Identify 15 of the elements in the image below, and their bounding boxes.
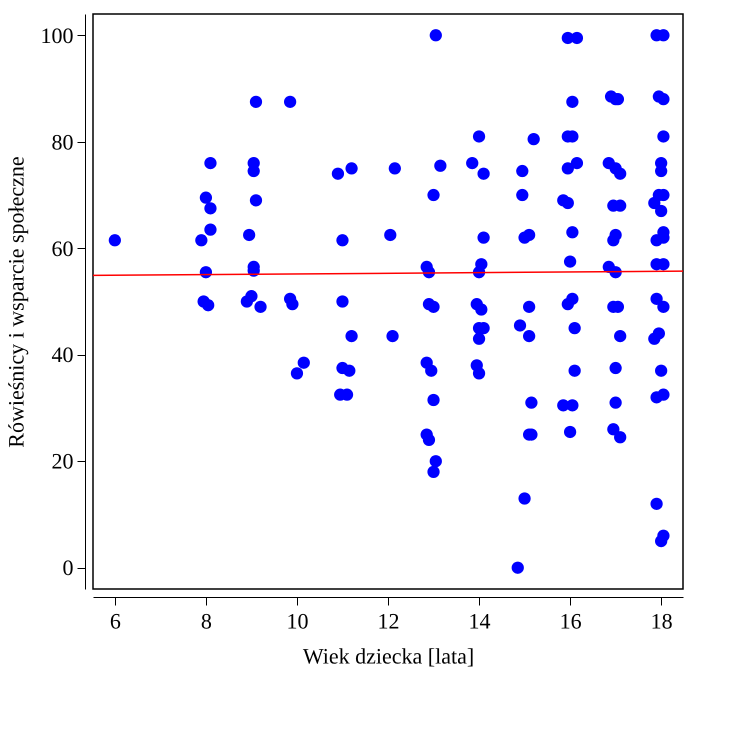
x-tick-label: 12 bbox=[378, 608, 400, 634]
y-tick-label: 0 bbox=[62, 555, 74, 580]
x-tick-label: 14 bbox=[468, 608, 491, 634]
y-tick-label: 60 bbox=[52, 236, 74, 261]
x-tick-label: 18 bbox=[650, 608, 673, 634]
y-tick-label: 20 bbox=[52, 448, 74, 474]
y-tick-label: 80 bbox=[52, 129, 74, 154]
x-axis-title: Wiek dziecka [lata] bbox=[302, 644, 474, 668]
x-tick-label: 10 bbox=[286, 608, 308, 634]
y-tick-label: 100 bbox=[40, 22, 74, 48]
x-tick-label: 8 bbox=[200, 608, 212, 634]
x-tick-label: 6 bbox=[110, 608, 121, 634]
y-axis-title: Rówieśnicy i wsparcie społeczne bbox=[4, 156, 28, 448]
y-tick-label: 40 bbox=[52, 342, 74, 368]
x-tick-label: 16 bbox=[560, 608, 582, 634]
